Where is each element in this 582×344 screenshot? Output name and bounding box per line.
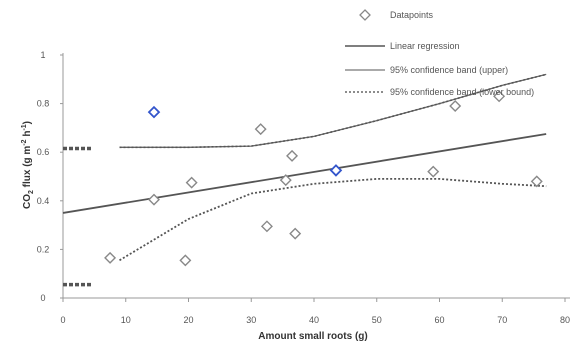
x-axis-title: Amount small roots (g): [258, 331, 367, 342]
data-point: [493, 90, 506, 103]
x-tick-label: 0: [60, 315, 65, 325]
x-tick-label: 70: [497, 315, 507, 325]
ci-upper-line: [119, 73, 547, 148]
regression-line: [62, 133, 547, 214]
x-tick-label: 60: [434, 315, 444, 325]
data-point: [147, 193, 160, 206]
data-point: [185, 176, 198, 189]
ci-upper-dotted-line: [119, 73, 547, 149]
legend-label-ci-lower: 95% confidence band (lower bound): [390, 87, 534, 97]
data-point: [427, 165, 440, 178]
data-point: [254, 123, 267, 136]
data-points: [104, 90, 543, 267]
confidence-bands: [119, 73, 547, 262]
legend-item-linear-regression: Linear regression: [345, 41, 460, 51]
data-point: [530, 175, 543, 188]
y-axis-title: CO2 flux (g m-2 h-1): [21, 121, 35, 209]
legend-item-ci-lower: 95% confidence band (lower bound): [345, 87, 534, 97]
y-tick-label: 0.4: [37, 196, 50, 206]
x-tick-label: 80: [560, 315, 570, 325]
regression-line-group: [62, 133, 547, 214]
x-tick-label: 30: [246, 315, 256, 325]
data-point: [286, 149, 299, 162]
x-tick-labels: 0 10 20 30 40 50 60 70 80: [60, 315, 570, 325]
y-tick-label: 0: [40, 293, 45, 303]
x-tick-label: 50: [372, 315, 382, 325]
y-tick-label: 1: [40, 50, 45, 60]
legend-item-datapoints: Datapoints: [359, 9, 434, 21]
data-point: [449, 100, 462, 113]
x-tick-label: 10: [121, 315, 131, 325]
data-point: [179, 254, 192, 267]
legend-label-ci-upper: 95% confidence band (upper): [390, 65, 508, 75]
data-point: [260, 220, 273, 233]
data-point: [279, 174, 292, 187]
x-tick-label: 40: [309, 315, 319, 325]
y-tick-labels: 0 0.2 0.4 0.6 0.8 1: [37, 50, 50, 303]
data-point: [289, 227, 302, 240]
y-tick-label: 0.6: [37, 147, 50, 157]
legend-marker-icon: [359, 9, 371, 21]
axes: [60, 53, 570, 302]
y-tick-label: 0.8: [37, 99, 50, 109]
data-point: [104, 251, 117, 264]
legend: Datapoints Linear regression 95% confide…: [345, 9, 534, 97]
legend-label-datapoints: Datapoints: [390, 10, 434, 20]
data-point: [147, 105, 161, 119]
legend-item-ci-upper: 95% confidence band (upper): [345, 65, 508, 75]
y-reference-markers: [63, 146, 91, 287]
legend-label-linear-regression: Linear regression: [390, 41, 460, 51]
y-tick-label: 0.2: [37, 244, 50, 254]
data-point: [329, 164, 343, 177]
ci-lower-line: [119, 178, 547, 262]
x-tick-label: 20: [183, 315, 193, 325]
